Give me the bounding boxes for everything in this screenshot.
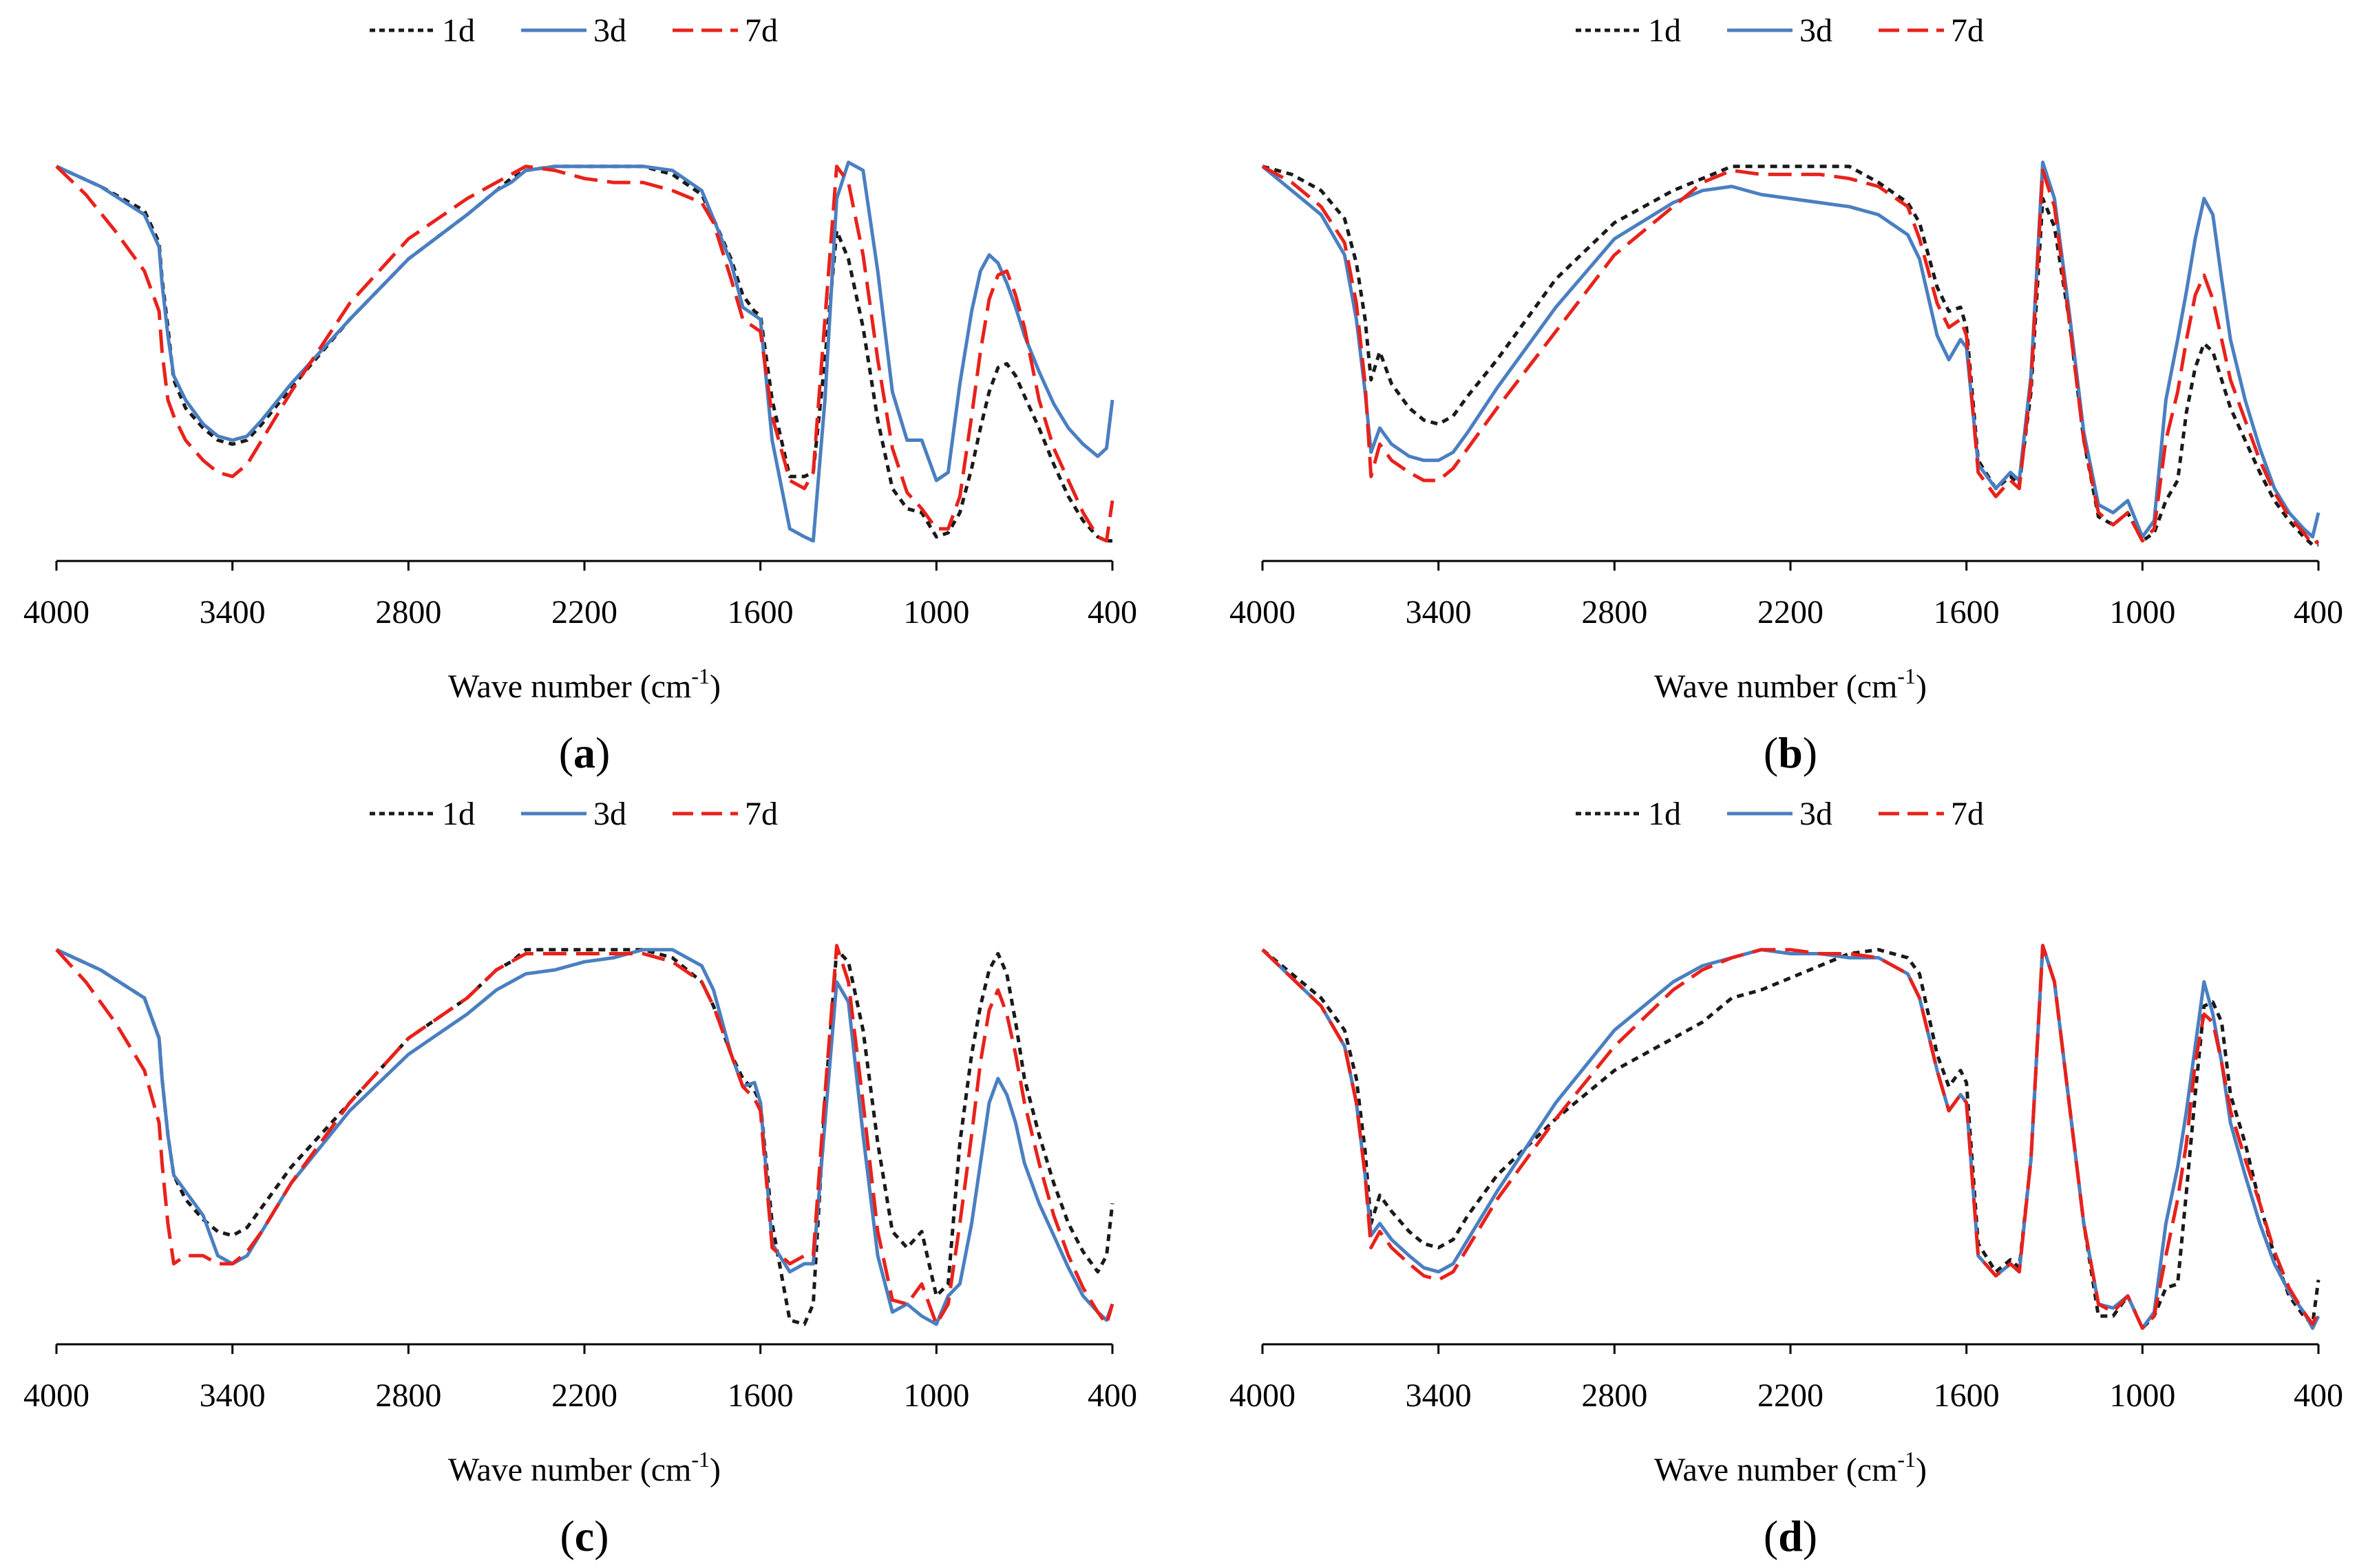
panel-label-close: ) — [595, 728, 610, 777]
legend-label-3d: 3d — [1799, 796, 1832, 832]
panel-label-letter: a — [573, 728, 595, 777]
x-axis-label-main: Wave number (cm — [1654, 1452, 1897, 1488]
panel-label-a: (a) — [559, 728, 611, 777]
x-tick-label-c-1000: 1000 — [903, 1377, 969, 1414]
legend-label-1d: 1d — [442, 796, 475, 832]
panel-label-close: ) — [1803, 1512, 1817, 1560]
x-tick-label-d-3400: 3400 — [1406, 1377, 1472, 1414]
x-tick-label-b-2200: 2200 — [1757, 594, 1823, 631]
series-line-c-7d — [55, 944, 1114, 1326]
x-tick-label-a-1000: 1000 — [903, 594, 969, 631]
x-axis-label-main: Wave number (cm — [448, 668, 691, 705]
panel-a: 1d 3d 7d 4000 3400 2800 2200 1600 1000 400 Wave nu… — [23, 12, 1137, 777]
x-axis-label-main: Wave number (cm — [448, 1452, 691, 1488]
legend-d: 1d 3d 7d — [1576, 796, 1984, 832]
legend-label-3d: 3d — [593, 796, 626, 832]
x-tick-label-b-3400: 3400 — [1406, 594, 1472, 631]
panel-label-open: ( — [560, 1512, 574, 1560]
panel-label-d: (d) — [1764, 1512, 1817, 1560]
x-axis-label-sup: -1 — [1897, 664, 1916, 688]
panel-label-b: (b) — [1764, 728, 1817, 777]
series-line-a-3d — [55, 160, 1114, 543]
x-axis-label-c: Wave number (cm-1) — [448, 1447, 721, 1488]
panel-label-c: (c) — [560, 1512, 609, 1560]
series-line-d-7d — [1261, 944, 2321, 1331]
x-tick-label-a-3400: 3400 — [200, 594, 266, 631]
panel-d: 1d 3d 7d 4000 3400 2800 2200 1600 1000 400 Wave nu… — [1229, 796, 2343, 1560]
legend-label-7d: 7d — [745, 796, 778, 832]
series-line-b-3d — [1261, 160, 2321, 539]
legend-label-1d: 1d — [1648, 12, 1681, 49]
x-tick-label-c-3400: 3400 — [200, 1377, 266, 1414]
x-tick-label-d-1000: 1000 — [2109, 1377, 2175, 1414]
series-line-d-3d — [1261, 944, 2321, 1331]
x-tick-label-a-4000: 4000 — [23, 594, 89, 631]
x-axis-label-end: ) — [1916, 668, 1927, 705]
x-tick-label-a-1600: 1600 — [728, 594, 794, 631]
x-axis-label-end: ) — [710, 668, 721, 705]
series-line-b-7d — [1261, 165, 2320, 547]
series-line-d-1d — [1261, 944, 2321, 1331]
x-tick-label-b-1000: 1000 — [2109, 594, 2175, 631]
x-tick-label-b-1600: 1600 — [1934, 594, 2000, 631]
x-axis-label-sup: -1 — [691, 664, 710, 688]
x-axis-label-a: Wave number (cm-1) — [448, 664, 721, 705]
legend-label-3d: 3d — [593, 12, 626, 49]
panel-b: 1d 3d 7d 4000 3400 2800 2200 1600 1000 400 Wave nu… — [1229, 12, 2343, 777]
panel-label-open: ( — [1764, 728, 1778, 777]
x-tick-label-c-2800: 2800 — [375, 1377, 441, 1414]
x-axis-label-sup: -1 — [1897, 1447, 1916, 1472]
series-line-a-1d — [55, 165, 1112, 543]
x-tick-label-c-1600: 1600 — [728, 1377, 794, 1414]
panel-label-letter: b — [1778, 728, 1803, 777]
x-axis-label-main: Wave number (cm — [1654, 668, 1897, 705]
x-axis-label-end: ) — [710, 1452, 721, 1488]
x-tick-label-c-4000: 4000 — [23, 1377, 89, 1414]
x-axis-label-end: ) — [1916, 1452, 1927, 1488]
x-tick-label-a-2200: 2200 — [551, 594, 617, 631]
x-tick-label-c-400: 400 — [1088, 1377, 1137, 1414]
x-tick-label-b-4000: 4000 — [1229, 594, 1296, 631]
x-axis-label-sup: -1 — [691, 1447, 710, 1472]
panel-label-letter: d — [1778, 1512, 1803, 1560]
panel-label-letter: c — [575, 1512, 594, 1560]
panel-label-close: ) — [1803, 728, 1817, 777]
panels-group: 1d 3d 7d 4000 3400 2800 2200 1600 1000 400 Wave nu… — [23, 12, 2343, 1560]
legend-label-3d: 3d — [1799, 12, 1832, 49]
x-tick-label-d-2200: 2200 — [1757, 1377, 1823, 1414]
series-line-b-1d — [1262, 165, 2318, 547]
panel-label-open: ( — [559, 728, 573, 777]
x-tick-label-d-2800: 2800 — [1581, 1377, 1647, 1414]
panel-label-close: ) — [594, 1512, 609, 1560]
x-tick-label-b-2800: 2800 — [1581, 594, 1647, 631]
x-tick-label-a-400: 400 — [1088, 594, 1137, 631]
legend-b: 1d 3d 7d — [1576, 12, 1984, 49]
legend-c: 1d 3d 7d — [370, 796, 778, 832]
x-axis-label-d: Wave number (cm-1) — [1654, 1447, 1927, 1488]
x-tick-label-d-4000: 4000 — [1229, 1377, 1296, 1414]
legend-a: 1d 3d 7d — [370, 12, 778, 49]
panel-label-open: ( — [1764, 1512, 1778, 1560]
legend-label-7d: 7d — [1951, 12, 1984, 49]
x-tick-label-d-400: 400 — [2294, 1377, 2343, 1414]
legend-label-1d: 1d — [1648, 796, 1681, 832]
panel-c: 1d 3d 7d 4000 3400 2800 2200 1600 1000 400 Wave nu… — [23, 796, 1137, 1560]
x-axis-label-b: Wave number (cm-1) — [1654, 664, 1927, 705]
legend-label-1d: 1d — [442, 12, 475, 49]
legend-label-7d: 7d — [745, 12, 778, 49]
legend-label-7d: 7d — [1951, 796, 1984, 832]
x-tick-label-a-2800: 2800 — [375, 594, 441, 631]
series-line-a-7d — [55, 165, 1114, 543]
x-tick-label-d-1600: 1600 — [1934, 1377, 2000, 1414]
x-tick-label-c-2200: 2200 — [551, 1377, 617, 1414]
x-tick-label-b-400: 400 — [2294, 594, 2343, 631]
